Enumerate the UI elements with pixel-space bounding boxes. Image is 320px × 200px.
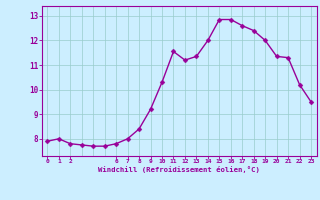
X-axis label: Windchill (Refroidissement éolien,°C): Windchill (Refroidissement éolien,°C) (98, 166, 260, 173)
